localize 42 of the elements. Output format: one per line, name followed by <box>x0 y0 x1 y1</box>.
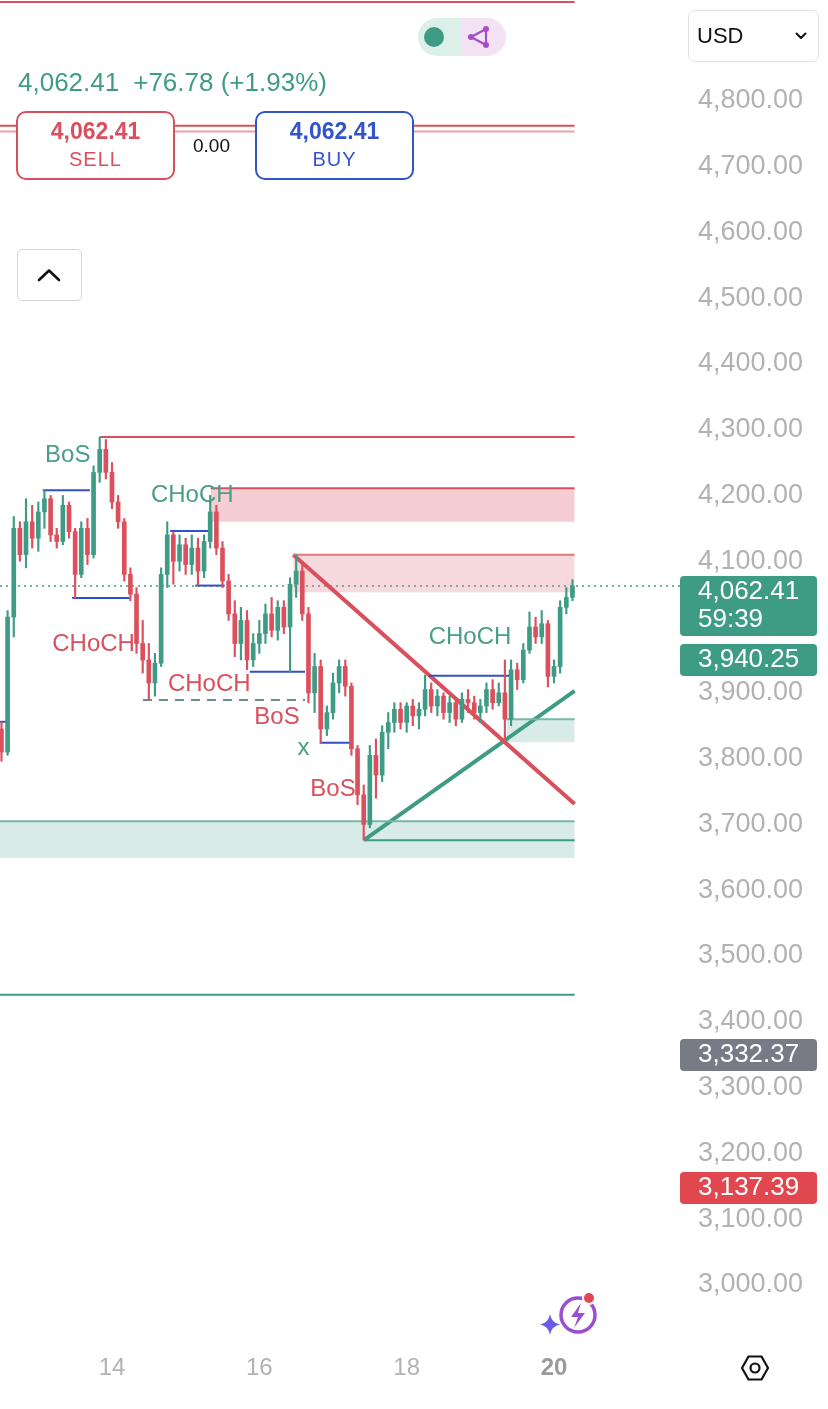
annotation: SELL <box>69 148 122 170</box>
annotation: BoS <box>310 774 356 802</box>
y-tick-label: 4,300.00 <box>698 413 804 444</box>
y-tick-label: 3,000.00 <box>698 1268 804 1299</box>
text: 3,940.25 <box>698 643 800 674</box>
y-tick-label: 3,100.00 <box>698 1202 804 1233</box>
y-tick-label: 3,200.00 <box>698 1136 804 1167</box>
annotation: BUY <box>312 148 357 170</box>
annotation: CHoCH <box>52 628 135 656</box>
x-tick-label: 16 <box>245 1352 273 1380</box>
annotation: BoS <box>45 439 91 467</box>
y-tick-label: 4,400.00 <box>698 347 804 378</box>
annotation: 4,062.41 <box>289 118 380 144</box>
y-tick-label: 4,100.00 <box>698 544 804 575</box>
y-tick-label: 3,700.00 <box>698 807 804 838</box>
y-tick-label: 3,800.00 <box>698 742 804 773</box>
annotation: x <box>297 732 310 760</box>
annotation: CHoCH <box>150 479 234 507</box>
y-tick-label: 4,200.00 <box>698 478 804 509</box>
annotation: CHoCH <box>167 668 251 696</box>
y-tick-label: 4,700.00 <box>698 149 804 180</box>
annotation: BoS <box>254 702 300 730</box>
annotation: 4,062.41 <box>18 66 120 98</box>
y-tick-label: 4,600.00 <box>698 215 804 246</box>
annotation: 0.00 <box>193 135 230 157</box>
x-tick-label: 18 <box>393 1352 421 1380</box>
y-tick-label: 3,300.00 <box>698 1071 804 1102</box>
annotation: CHoCH <box>428 622 512 650</box>
y-tick-label: 3,900.00 <box>698 676 804 707</box>
x-tick-label: 14 <box>98 1352 126 1380</box>
y-tick-label: 4,800.00 <box>698 84 804 115</box>
y-tick-label: 4,500.00 <box>698 281 804 312</box>
y-tick-label: 3,600.00 <box>698 873 804 904</box>
text: 3,137.39 <box>698 1171 800 1202</box>
annotation: +76.78 (+1.93%) <box>133 66 327 98</box>
text: USD <box>697 23 744 49</box>
x-tick-label: 20 <box>540 1352 568 1380</box>
annotation: 4,062.41 <box>50 118 141 144</box>
y-tick-label: 3,400.00 <box>698 1005 804 1036</box>
y-tick-label: 3,500.00 <box>698 939 804 970</box>
text: 3,332.37 <box>698 1038 800 1069</box>
ref-line-label: 4,062.41 59:39 <box>698 575 800 634</box>
